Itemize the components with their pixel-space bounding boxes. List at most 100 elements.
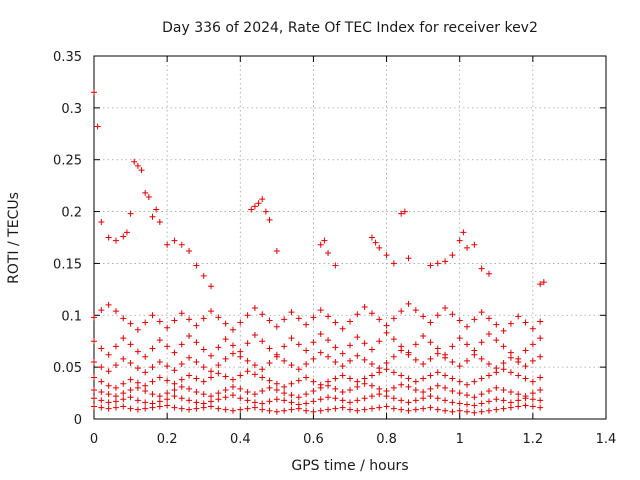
data-point [281, 343, 288, 350]
data-point [507, 389, 514, 396]
data-point [171, 380, 178, 387]
data-point [105, 382, 112, 389]
data-point [164, 402, 171, 409]
data-point [303, 347, 310, 354]
data-point [120, 403, 127, 410]
y-tick-label: 0.15 [53, 257, 82, 272]
data-point [390, 405, 397, 412]
data-point [91, 374, 97, 381]
data-point [186, 397, 193, 404]
data-point [317, 381, 324, 388]
data-point [120, 380, 127, 387]
data-point [347, 406, 353, 413]
data-point [237, 319, 244, 326]
data-point [112, 384, 119, 391]
data-point [420, 395, 427, 402]
data-point [485, 315, 492, 322]
data-point [164, 343, 171, 350]
data-point [449, 387, 456, 394]
data-point [229, 407, 236, 414]
data-point [529, 341, 536, 348]
data-point [295, 315, 302, 322]
data-point [295, 377, 302, 384]
data-point [281, 407, 288, 414]
data-point [255, 200, 262, 207]
data-point [310, 378, 317, 385]
data-point [529, 403, 536, 410]
data-point [442, 397, 449, 404]
data-point [303, 321, 310, 328]
data-point [478, 355, 485, 362]
data-point [442, 258, 449, 265]
data-point [273, 247, 280, 254]
data-point [522, 319, 529, 326]
data-point [98, 404, 105, 411]
data-point [142, 387, 149, 394]
data-point [208, 403, 215, 410]
data-point [347, 342, 353, 349]
data-point [500, 359, 507, 366]
data-point [222, 406, 229, 413]
data-point [112, 237, 119, 244]
series-t07 [91, 300, 544, 334]
data-point [244, 389, 251, 396]
data-point [251, 362, 258, 369]
data-point [347, 386, 353, 393]
data-point [383, 252, 390, 259]
data-point [105, 301, 112, 308]
data-point [251, 203, 258, 210]
data-point [91, 403, 97, 410]
data-point [120, 390, 127, 397]
data-point [507, 369, 514, 376]
data-point [215, 314, 222, 321]
data-point [317, 241, 324, 248]
data-point [186, 354, 193, 361]
data-point [127, 405, 134, 412]
data-point [98, 364, 105, 371]
data-point [259, 311, 266, 318]
data-point [112, 393, 119, 400]
data-point [200, 391, 207, 398]
data-point [368, 346, 375, 353]
data-point [537, 386, 544, 393]
data-point [412, 406, 419, 413]
data-point [485, 330, 492, 337]
data-point [376, 385, 383, 392]
data-point [478, 309, 485, 316]
data-point [259, 338, 266, 345]
data-point [339, 404, 346, 411]
data-point [515, 403, 522, 410]
data-point [361, 406, 368, 413]
data-point [105, 234, 112, 241]
data-point [208, 374, 215, 381]
y-tick-label: 0.25 [53, 154, 82, 169]
data-point [493, 384, 500, 391]
data-point [427, 355, 434, 362]
data-point [164, 390, 171, 397]
data-point [171, 317, 178, 324]
y-tick-label: 0.35 [53, 50, 82, 65]
data-point [420, 333, 427, 340]
data-point [127, 210, 134, 217]
data-point [464, 381, 471, 388]
data-point [471, 241, 478, 248]
data-point [434, 350, 441, 357]
data-point [485, 372, 492, 379]
data-point [522, 393, 529, 400]
data-point [295, 394, 302, 401]
data-point [303, 391, 310, 398]
data-point [515, 372, 522, 379]
data-point [164, 324, 171, 331]
data-point [215, 362, 222, 369]
data-point [321, 237, 328, 244]
data-point [500, 386, 507, 393]
data-point [361, 340, 368, 347]
data-point [485, 407, 492, 414]
data-point [537, 353, 544, 360]
data-point [493, 321, 500, 328]
data-point [405, 375, 412, 382]
data-point [529, 390, 536, 397]
data-point [127, 394, 134, 401]
data-point [456, 400, 463, 407]
data-point [325, 337, 332, 344]
